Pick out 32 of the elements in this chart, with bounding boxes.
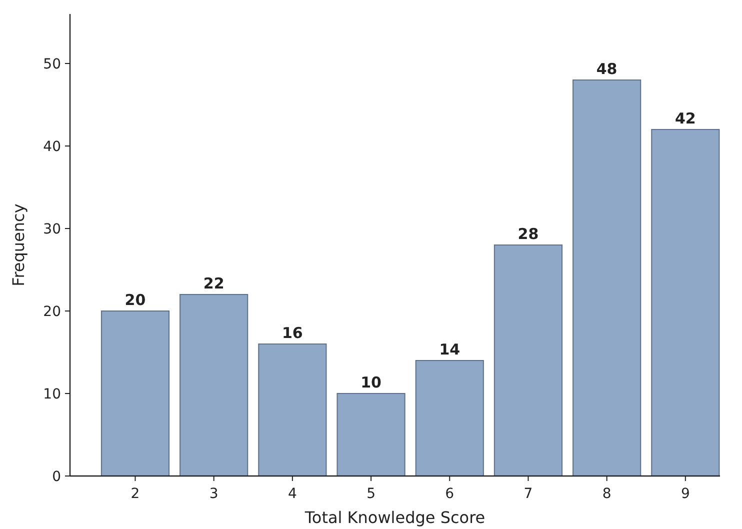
x-tick-label: 9 [680,486,690,502]
y-axis-title: Frequency [9,204,28,286]
data-label: 20 [124,291,146,309]
bar [100,310,170,476]
bar [258,344,327,476]
x-tick-label: 7 [524,486,533,502]
data-label: 42 [674,110,696,128]
x-tick-label: 5 [366,486,376,502]
y-tick-label: 20 [43,304,61,320]
bar [494,244,563,476]
y-tick-label: 10 [43,386,61,402]
y-tick-label: 0 [52,468,61,485]
data-label: 22 [203,274,224,292]
bar [651,129,720,476]
bar [572,80,642,476]
data-label: 14 [439,340,460,358]
data-label: 28 [518,225,539,243]
x-tick-label: 4 [288,486,297,502]
x-tick-label: 8 [602,486,612,502]
bar [180,294,248,476]
data-label: 16 [282,324,303,342]
x-tick-label: 6 [445,486,454,502]
x-tick-label: 2 [130,486,140,502]
data-label: 10 [360,374,382,392]
x-axis-title: Total Knowledge Score [304,508,486,527]
y-tick-label: 50 [43,56,61,72]
bar [415,360,484,476]
y-tick-label: 40 [43,138,61,155]
data-label: 48 [596,60,618,78]
y-tick-label: 30 [43,221,61,238]
bar [336,393,406,476]
x-tick-label: 3 [209,486,218,502]
